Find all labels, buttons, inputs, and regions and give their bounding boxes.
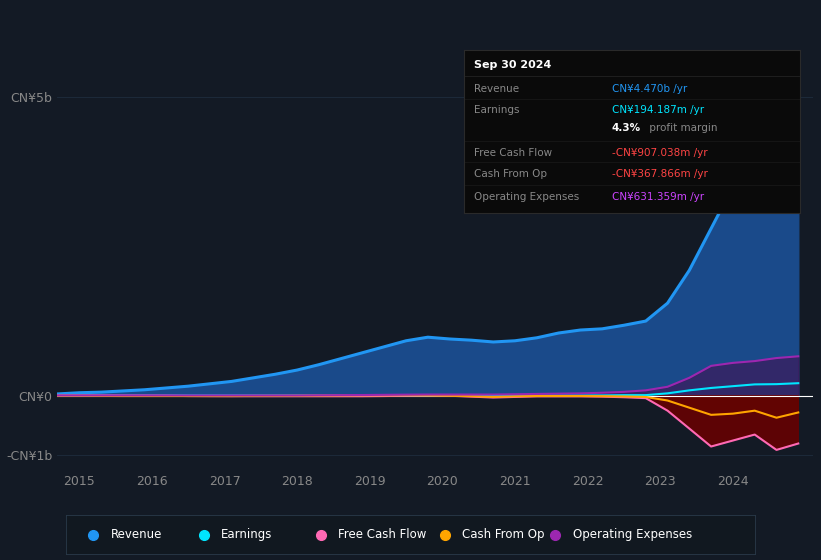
Text: Operating Expenses: Operating Expenses [572,528,692,542]
Text: CN¥4.470b /yr: CN¥4.470b /yr [612,85,687,95]
Text: Revenue: Revenue [111,528,162,542]
Text: Cash From Op: Cash From Op [462,528,544,542]
Text: -CN¥367.866m /yr: -CN¥367.866m /yr [612,169,708,179]
Text: CN¥631.359m /yr: CN¥631.359m /yr [612,192,704,202]
Text: Cash From Op: Cash From Op [474,169,547,179]
Text: Free Cash Flow: Free Cash Flow [474,148,552,158]
Text: Free Cash Flow: Free Cash Flow [338,528,426,542]
Text: Revenue: Revenue [474,85,519,95]
Text: CN¥194.187m /yr: CN¥194.187m /yr [612,105,704,115]
Text: profit margin: profit margin [645,123,717,133]
Text: -CN¥907.038m /yr: -CN¥907.038m /yr [612,148,708,158]
Text: Earnings: Earnings [221,528,273,542]
Text: 4.3%: 4.3% [612,123,641,133]
Text: Earnings: Earnings [474,105,520,115]
Text: Operating Expenses: Operating Expenses [474,192,579,202]
Text: Sep 30 2024: Sep 30 2024 [474,60,552,70]
